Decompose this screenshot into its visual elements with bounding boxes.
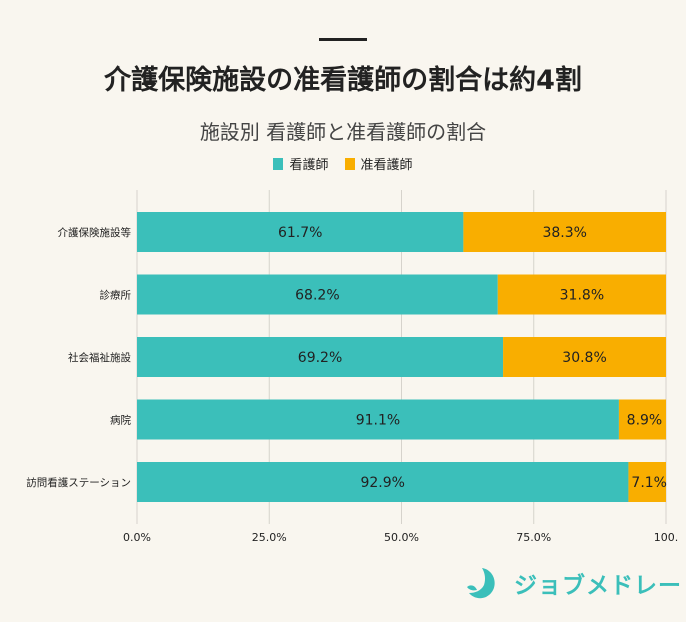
- data-label: 92.9%: [360, 475, 404, 491]
- data-label: 31.8%: [560, 288, 604, 304]
- data-label: 91.1%: [356, 413, 400, 429]
- data-label: 8.9%: [627, 413, 663, 429]
- bar-segment: [137, 399, 619, 440]
- bar-segment: [618, 399, 666, 440]
- data-label: 68.2%: [295, 288, 339, 304]
- bar-segment: [503, 337, 666, 377]
- category-label: 訪問看護ステーション: [26, 476, 131, 489]
- logo-text: ジョブメドレー: [514, 573, 682, 599]
- chart-subtitle: 施設別 看護師と准看護師の割合: [199, 120, 487, 144]
- x-tick-label: 50.0%: [384, 531, 419, 544]
- legend-swatch: [273, 157, 284, 170]
- x-tick-label: 0.0%: [123, 531, 151, 544]
- bar-segment: [137, 337, 504, 377]
- bar-segment: [137, 462, 629, 502]
- legend-label: 看護師: [289, 158, 329, 173]
- category-label: 社会福祉施設: [68, 351, 131, 364]
- page-title: 介護保険施設の准看護師の割合は約4割: [104, 65, 582, 96]
- data-label: 7.1%: [631, 475, 667, 491]
- data-label: 38.3%: [542, 225, 586, 241]
- legend-swatch: [344, 157, 355, 170]
- legend-item-nurse: 看護師: [273, 154, 329, 173]
- data-label: 69.2%: [298, 350, 342, 366]
- legend: 看護師 准看護師: [0, 154, 686, 173]
- category-label: 介護保険施設等: [58, 226, 132, 239]
- data-label: 61.7%: [278, 225, 322, 241]
- bar-segment: [628, 462, 666, 502]
- bar-segment: [137, 274, 498, 315]
- legend-label: 准看護師: [360, 158, 413, 173]
- legend-item-assistant-nurse: 准看護師: [344, 154, 413, 173]
- logo-icon: [467, 568, 495, 599]
- logo: ジョブメドレー: [466, 566, 682, 600]
- bar-segment: [463, 212, 666, 252]
- title-rule: [319, 38, 367, 41]
- category-label: 病院: [110, 414, 131, 427]
- x-tick-label: 25.0%: [252, 531, 287, 544]
- x-tick-label: 75.0%: [516, 531, 551, 544]
- x-tick-label: 100.: [654, 531, 679, 544]
- data-label: 30.8%: [562, 350, 606, 366]
- bar-segment: [137, 212, 464, 252]
- bar-segment: [497, 274, 666, 315]
- category-label: 診療所: [100, 289, 132, 302]
